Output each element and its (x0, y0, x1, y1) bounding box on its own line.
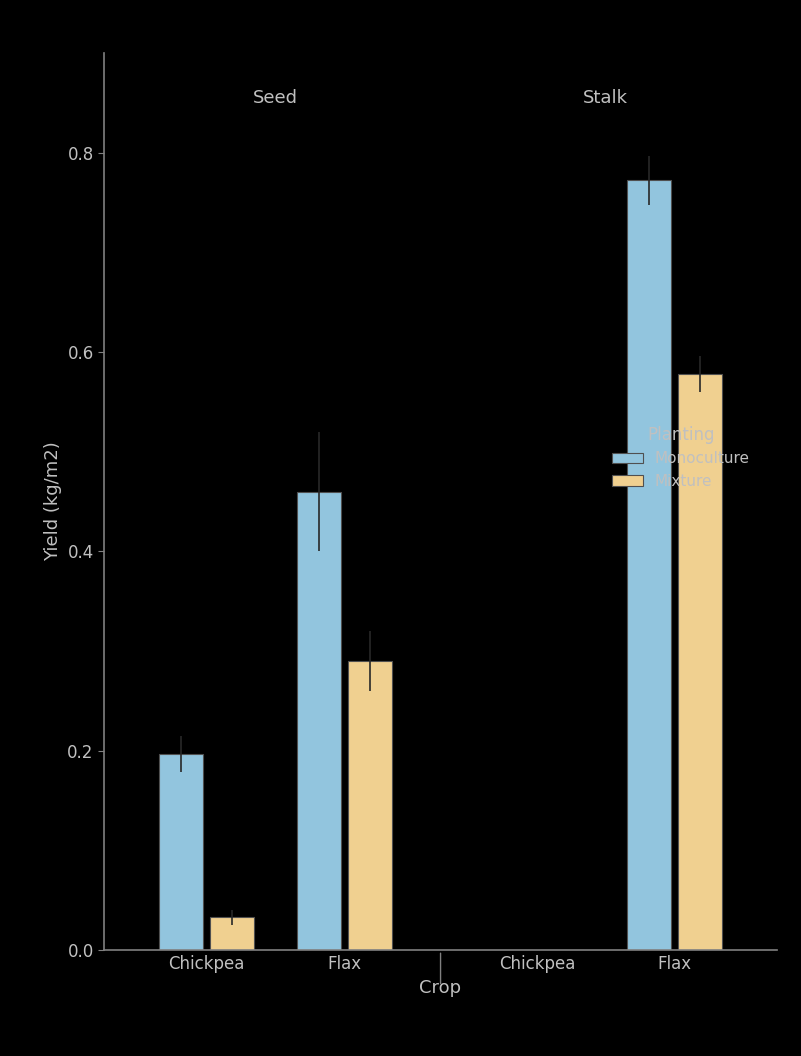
Legend: Monoculture, Mixture: Monoculture, Mixture (606, 419, 756, 495)
Text: Seed: Seed (253, 89, 298, 107)
X-axis label: Crop: Crop (420, 979, 461, 997)
Bar (210, 918, 254, 950)
Y-axis label: Yield (kg/m2): Yield (kg/m2) (44, 441, 62, 562)
Bar (627, 181, 671, 950)
Bar (678, 374, 722, 950)
Bar (296, 492, 340, 950)
Bar (159, 754, 203, 950)
Text: Stalk: Stalk (583, 89, 628, 107)
Bar (348, 661, 392, 950)
